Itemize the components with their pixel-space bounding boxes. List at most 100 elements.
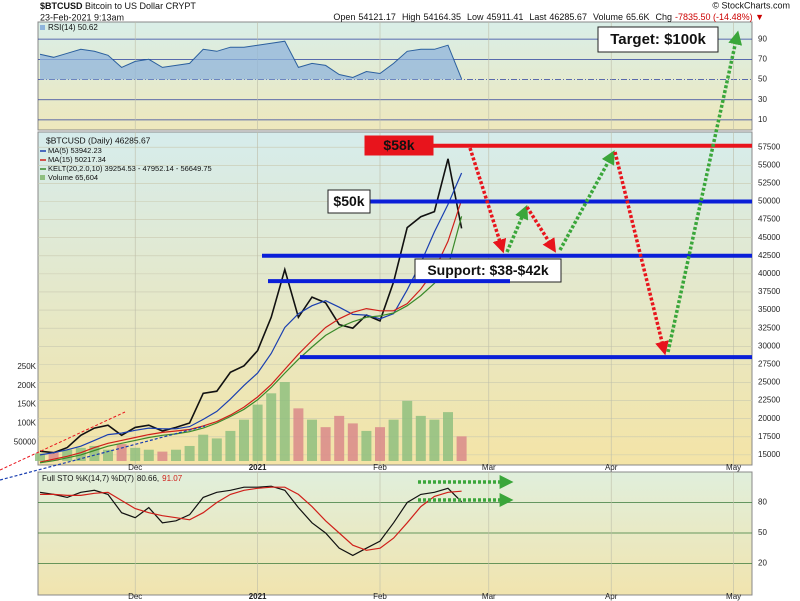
volume-bar: [171, 449, 181, 461]
y-tick-label: 30000: [758, 341, 781, 350]
volume-bar: [130, 447, 141, 461]
x-tick-label: Feb: [373, 592, 387, 601]
stoch-panel: [37, 471, 753, 596]
y-tick-label: 200K: [17, 381, 36, 390]
x-tick-label: Feb: [373, 463, 387, 472]
legend-title: $BTCUSD (Daily) 46285.67: [46, 135, 151, 145]
target-box: [597, 26, 719, 53]
volume-bar: [116, 444, 127, 461]
quote-label: Low: [467, 12, 484, 22]
series-line: [39, 199, 463, 463]
volume-bar: [157, 451, 168, 461]
volume-bar: [279, 382, 290, 461]
legend-entry: Volume 65,604: [48, 173, 98, 182]
legend-value: 91.07: [162, 474, 183, 483]
legend-entry: RSI(14) 50.62: [48, 23, 98, 32]
volume-bar: [266, 393, 277, 461]
quote-label: Open: [333, 12, 355, 22]
y-tick-label: 10: [758, 115, 767, 124]
quote-label: Chg: [656, 12, 673, 22]
arrow: [666, 30, 743, 353]
volume-bar: [320, 427, 331, 461]
trend-line: [0, 411, 126, 471]
x-tick-label: Mar: [482, 463, 496, 472]
legend-value: 80.66,: [137, 474, 159, 483]
x-tick-label: 2021: [249, 463, 267, 472]
y-tick-label: 50000: [14, 437, 37, 446]
y-tick-label: 100K: [17, 419, 36, 428]
volume-bar: [429, 419, 440, 461]
volume-bar: [225, 430, 236, 461]
y-tick-label: 17500: [758, 432, 781, 441]
volume-bar: [388, 419, 399, 461]
x-tick-label: Dec: [128, 463, 142, 472]
trend-lines: [0, 411, 206, 481]
volume-bar: [184, 445, 195, 461]
y-tick-label: 57500: [758, 142, 781, 151]
y-tick-label: 80: [758, 498, 767, 507]
volume-bar: [143, 449, 154, 461]
volume-bar: [402, 400, 413, 461]
arrow: [613, 151, 669, 356]
price-panel: [37, 131, 753, 466]
y-tick-label: 90: [758, 34, 767, 43]
symbol: $BTCUSD: [40, 1, 83, 11]
legend-entry: MA(15) 50217.34: [48, 155, 106, 164]
copyright: © StockCharts.com: [712, 0, 790, 10]
x-tick-label: Mar: [482, 592, 496, 601]
quote-value: 54164.35: [423, 12, 461, 22]
quote-label: Last: [529, 12, 547, 22]
volume-bar: [103, 449, 113, 461]
volume-bar: [443, 412, 453, 461]
x-tick-label: 2021: [249, 592, 267, 601]
line: [39, 158, 463, 454]
line: [39, 40, 463, 80]
level-label-box: [327, 189, 371, 214]
legend-swatch: [40, 25, 45, 30]
y-tick-label: 27500: [758, 359, 781, 368]
series-line: [39, 485, 463, 557]
quote-value: -7835.50 (-14.48%) ▼: [675, 12, 764, 22]
volume-bar: [48, 451, 59, 461]
volume-bar: [198, 434, 209, 461]
volume-bar: [375, 427, 385, 461]
volume-bar: [347, 423, 358, 461]
y-tick-label: 40000: [758, 269, 781, 278]
arrow: [558, 150, 615, 251]
x-tick-label: May: [726, 592, 741, 601]
y-tick-label: 150K: [17, 400, 36, 409]
y-tick-label: 70: [758, 54, 767, 63]
y-tick-label: 50000: [758, 197, 781, 206]
quote-value: 45911.41: [487, 12, 524, 22]
volume-bar: [307, 419, 317, 461]
volume-bar: [293, 408, 304, 461]
y-tick-label: 42500: [758, 251, 781, 260]
volume-bar: [62, 449, 73, 461]
y-tick-label: 15000: [758, 450, 781, 459]
y-tick-label: 50: [758, 528, 767, 537]
plot-layer: 90 70 50 30 10 15000 17500 20000 22500 25000 27500…: [14, 22, 781, 601]
legend-title: Full STO %K(14,7) %D(7): [42, 474, 134, 483]
header-title: $BTCUSD Bitcoin to US Dollar CRYPT: [40, 1, 196, 11]
volume-bar: [239, 419, 249, 461]
legend-entry: MA(5) 53942.23: [48, 146, 102, 155]
x-tick-label: May: [726, 463, 741, 472]
y-tick-label: 55000: [758, 160, 781, 169]
quote-value: 65.6K: [626, 12, 650, 22]
exchange: CRYPT: [166, 1, 197, 11]
legend-swatch: [40, 175, 45, 180]
level-label: $50k: [333, 193, 364, 209]
rsi-area: [40, 41, 462, 80]
projection-arrows: [418, 30, 743, 507]
volume-bar: [334, 415, 345, 461]
y-tick-label: 250K: [17, 362, 36, 371]
instrument-name: Bitcoin to US Dollar: [85, 1, 163, 11]
arrow: [525, 206, 556, 253]
volume-bar: [252, 404, 263, 461]
y-tick-label: 35000: [758, 305, 781, 314]
volume-bar: [361, 430, 372, 461]
legend-entry: KELT(20,2.0,10) 39254.53 - 47952.14 - 56…: [48, 164, 212, 173]
target-label: Target: $100k: [610, 31, 706, 48]
volume-bar: [456, 436, 467, 461]
